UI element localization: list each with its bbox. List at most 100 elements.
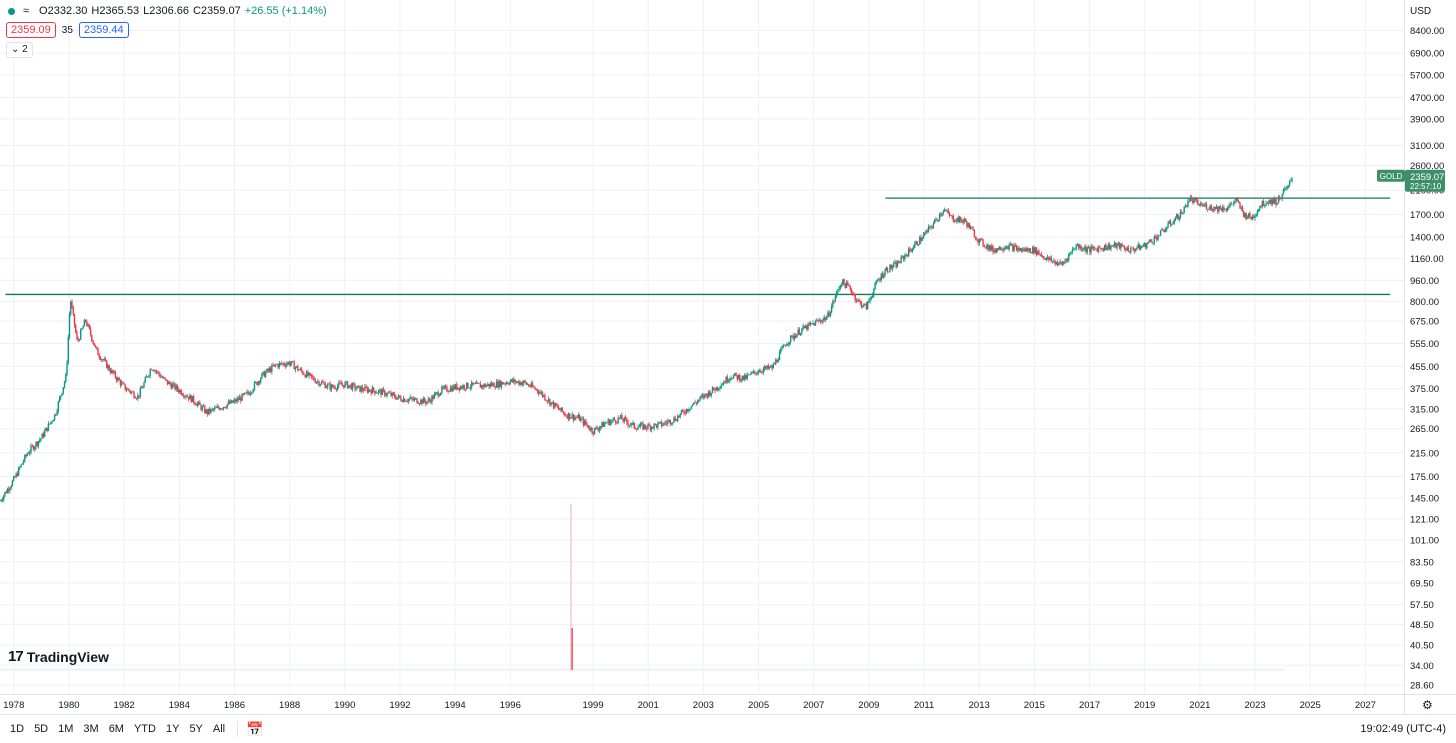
- candle-body: [165, 379, 168, 381]
- candle-body: [962, 220, 964, 223]
- candle-body: [511, 379, 514, 382]
- candle-body: [88, 324, 91, 329]
- range-button-5d[interactable]: 5D: [34, 723, 49, 735]
- horizontal-lines[interactable]: [5, 197, 1391, 296]
- candle-body: [991, 246, 993, 250]
- candle-body: [442, 386, 444, 389]
- candle-body: [677, 415, 679, 422]
- clock[interactable]: 19:02:49 (UTC-4): [1360, 723, 1446, 735]
- candle-body: [956, 217, 958, 222]
- candle-body: [232, 401, 235, 403]
- candle-body: [376, 392, 379, 394]
- candle-body: [179, 390, 181, 393]
- candle-body: [633, 422, 635, 429]
- range-button-1y[interactable]: 1Y: [165, 723, 180, 735]
- price-axis[interactable]: USD 8400.00 6900.00 5700.00 4700.00 3900.00 31…: [1404, 0, 1445, 742]
- candle-body: [789, 335, 792, 343]
- candle-body: [1049, 257, 1051, 261]
- candle-body: [556, 405, 559, 407]
- settings-icon[interactable]: ⚙: [1422, 698, 1433, 712]
- candle-body: [453, 385, 456, 390]
- candle-body: [1135, 249, 1137, 252]
- candle-body: [1075, 245, 1077, 250]
- candle-body: [905, 255, 907, 256]
- candle-body: [349, 384, 351, 386]
- ask-button[interactable]: 2359.44: [78, 22, 129, 38]
- candle-body: [400, 397, 402, 401]
- candle-body: [237, 398, 240, 401]
- candle-body: [823, 317, 825, 320]
- candle-body: [883, 275, 885, 278]
- range-button-1d[interactable]: 1D: [10, 723, 25, 735]
- candle-body: [737, 375, 740, 380]
- candle-body: [1261, 200, 1264, 207]
- candle-body: [502, 382, 504, 385]
- candle-body: [456, 384, 458, 390]
- candle-body: [276, 364, 278, 366]
- candle-body: [118, 377, 120, 381]
- candle-body: [793, 335, 796, 339]
- candle-body: [927, 226, 930, 232]
- candle-body: [1034, 247, 1036, 254]
- candle-body: [166, 380, 169, 385]
- bid-button[interactable]: 2359.09: [6, 22, 56, 38]
- range-button-1m[interactable]: 1M: [58, 723, 74, 735]
- time-axis[interactable]: 1978 1980 1982 1984 1986 1988 1990 1992 1994 1996…: [0, 694, 1456, 712]
- candle-body: [626, 418, 628, 423]
- candle-body: [662, 424, 664, 427]
- candle-body: [596, 427, 598, 430]
- candle-body: [1195, 199, 1198, 200]
- candle-body: [828, 312, 830, 316]
- candle-body: [335, 388, 338, 390]
- candle-body: [958, 216, 961, 222]
- y-tick-label: 175.00: [1410, 472, 1439, 483]
- candle-body: [1030, 252, 1033, 254]
- candle-body: [863, 303, 865, 307]
- candle-body: [778, 352, 781, 361]
- candle-body: [1182, 213, 1184, 215]
- candle-body: [529, 386, 531, 387]
- y-tick-label: 28.60: [1410, 681, 1434, 692]
- candle-body: [340, 383, 343, 385]
- candle-body: [643, 424, 645, 430]
- range-button-5y[interactable]: 5Y: [189, 723, 203, 735]
- candle-body: [670, 423, 673, 425]
- candle-body: [681, 410, 684, 412]
- candle-body: [1113, 242, 1116, 246]
- candle-body: [794, 335, 797, 338]
- candle-body: [516, 381, 519, 382]
- candle-body: [1238, 201, 1240, 204]
- candle-body: [1243, 211, 1245, 217]
- range-button-ytd[interactable]: YTD: [133, 723, 156, 735]
- candle-body: [416, 398, 418, 404]
- calendar-icon[interactable]: 📅: [246, 720, 264, 737]
- candle-body: [256, 382, 258, 385]
- market-status-icon[interactable]: [8, 7, 15, 15]
- candle-body: [798, 329, 801, 335]
- candle-body: [664, 422, 667, 424]
- candle-body: [351, 383, 354, 390]
- range-button-6m[interactable]: 6M: [108, 723, 124, 735]
- tradingview-logo[interactable]: 17 TradingView: [8, 648, 109, 665]
- currency-label[interactable]: USD: [1410, 6, 1431, 17]
- candle-body: [1244, 213, 1246, 217]
- candle-body: [1, 499, 4, 501]
- candle-body: [894, 262, 896, 264]
- candle-body: [770, 365, 772, 368]
- candle-body: [459, 386, 462, 390]
- candle-body: [588, 428, 591, 431]
- candle-body: [417, 403, 420, 404]
- candle-body: [1262, 200, 1265, 207]
- candle-body: [204, 406, 206, 413]
- collapse-indicators-button[interactable]: ⌄ 2: [6, 42, 33, 58]
- candle-body: [829, 312, 832, 316]
- candle-body: [290, 361, 293, 364]
- candle-body: [673, 417, 675, 423]
- candle-body: [595, 427, 597, 429]
- candle-body: [210, 409, 212, 413]
- range-button-3m[interactable]: 3M: [83, 723, 99, 735]
- x-tick-label: 2011: [914, 700, 934, 711]
- candle-body: [1071, 249, 1074, 252]
- range-button-all[interactable]: All: [212, 723, 226, 735]
